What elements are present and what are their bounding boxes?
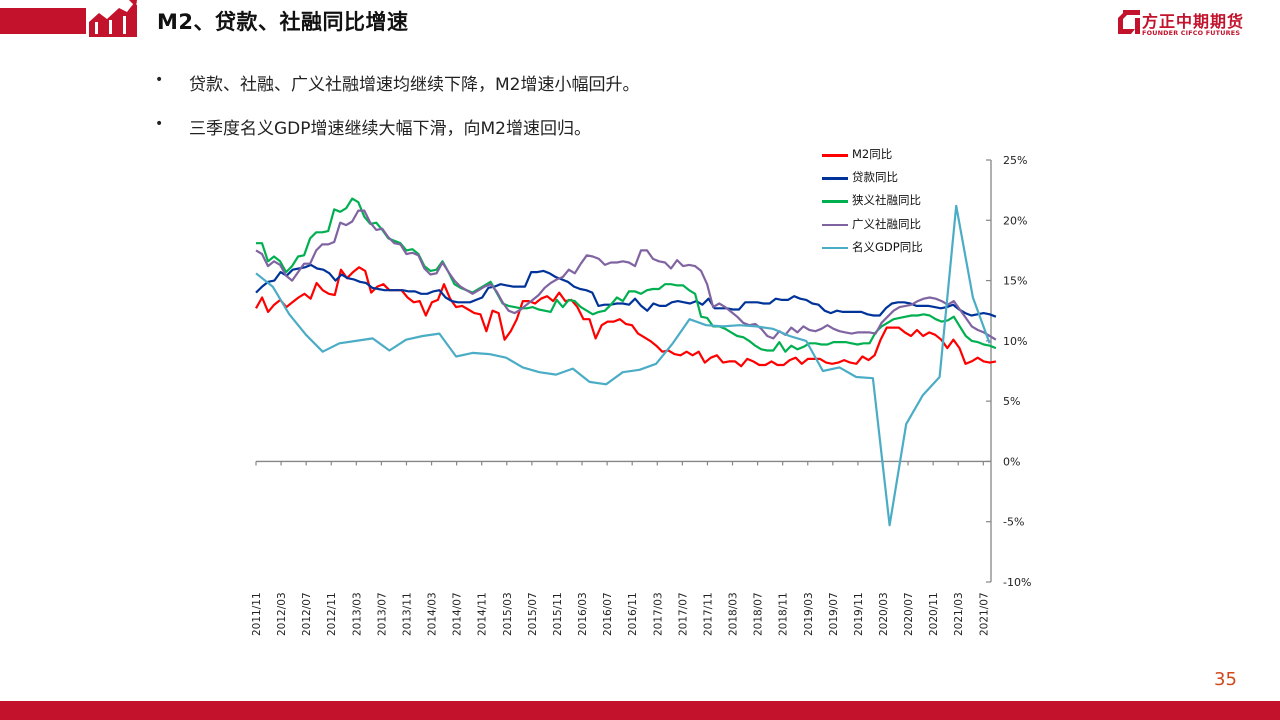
y-tick-label: -5% [1003,516,1024,529]
x-tick-label: 2014/07 [452,592,464,636]
x-tick-label: 2012/07 [301,592,313,636]
legend-swatch [822,200,848,203]
y-tick-label: 15% [1003,275,1027,288]
x-tick-label: 2016/11 [627,592,639,636]
x-tick-label: 2014/11 [477,592,489,636]
x-tick-label: 2012/03 [276,592,288,636]
x-tick-label: 2018/07 [753,592,765,636]
x-tick-label: 2021/03 [953,592,965,636]
x-tick-label: 2018/11 [778,592,790,636]
x-tick-label: 2012/11 [326,592,338,636]
x-tick-label: 2019/03 [803,592,815,636]
legend-swatch [822,247,848,250]
x-tick-label: 2019/11 [853,592,865,636]
x-tick-label: 2011/11 [251,592,263,636]
page-number: 35 [1214,669,1237,690]
x-tick-label: 2015/11 [552,592,564,636]
footer-bar [0,701,1280,720]
y-tick-label: 25% [1003,154,1027,167]
legend-label: 狭义社融同比 [852,192,921,208]
x-tick-label: 2013/11 [401,592,413,636]
y-tick-label: 10% [1003,335,1027,348]
legend-swatch [822,177,848,180]
x-tick-label: 2018/03 [728,592,740,636]
legend-swatch [822,154,848,157]
x-tick-label: 2017/07 [677,592,689,636]
legend-swatch [822,224,848,227]
x-tick-label: 2015/03 [502,592,514,636]
x-tick-label: 2016/03 [577,592,589,636]
series-line-1 [256,265,996,317]
x-tick-label: 2020/11 [928,592,940,636]
legend-label: 名义GDP同比 [852,239,923,255]
legend-label: M2同比 [852,146,892,162]
x-tick-label: 2017/11 [702,592,714,636]
x-tick-label: 2019/07 [828,592,840,636]
y-tick-label: 5% [1003,395,1020,408]
x-tick-label: 2013/07 [376,592,388,636]
y-tick-label: 20% [1003,214,1027,227]
x-tick-label: 2016/07 [602,592,614,636]
x-tick-label: 2021/07 [978,592,990,636]
x-tick-label: 2020/03 [878,592,890,636]
x-tick-label: 2017/03 [652,592,664,636]
series-line-0 [256,267,996,366]
x-tick-label: 2015/07 [527,592,539,636]
x-tick-label: 2020/07 [903,592,915,636]
y-tick-label: 0% [1003,455,1020,468]
x-tick-label: 2014/03 [427,592,439,636]
legend-label: 广义社融同比 [852,216,921,232]
legend-label: 贷款同比 [852,169,898,185]
y-tick-label: -10% [1003,576,1031,589]
x-tick-label: 2013/03 [351,592,363,636]
